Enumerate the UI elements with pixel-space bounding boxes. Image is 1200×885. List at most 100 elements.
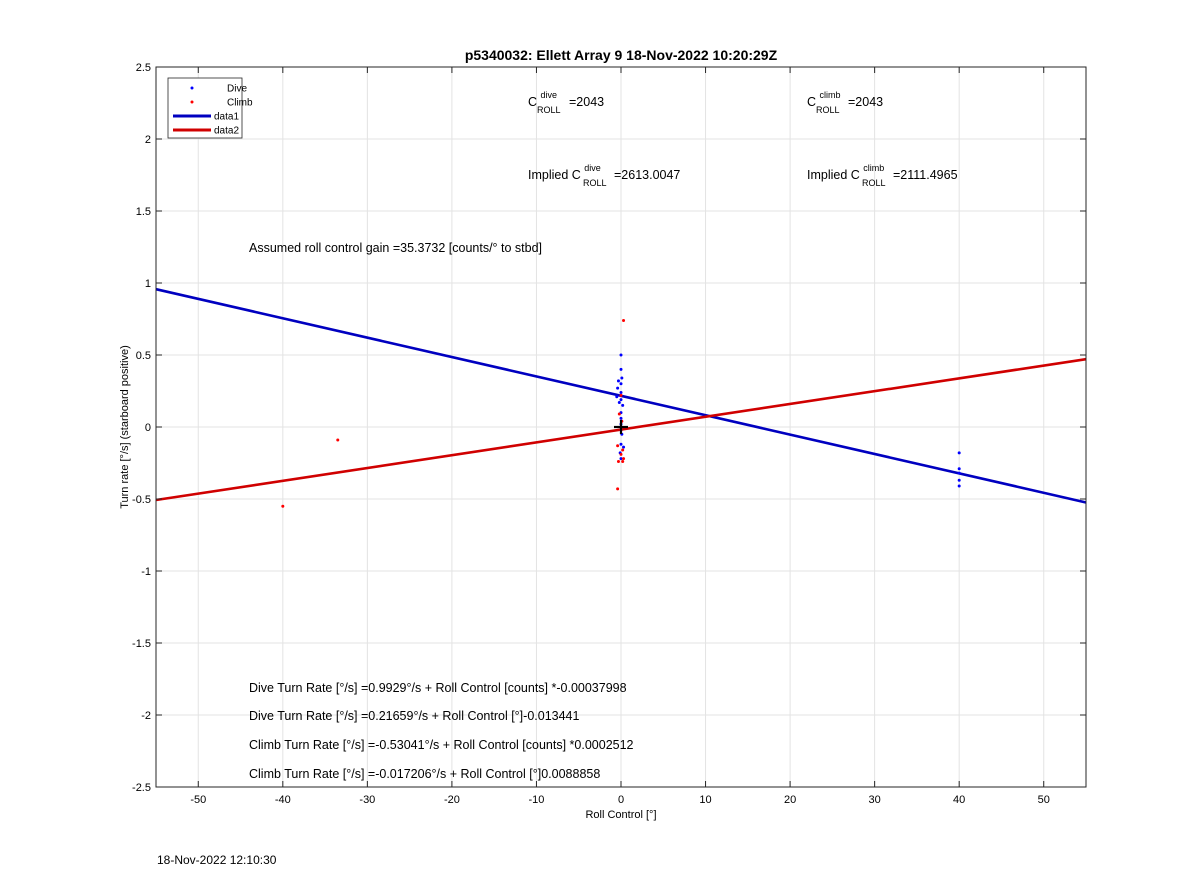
y-tick-label: -2 bbox=[141, 710, 151, 722]
x-tick-label: 30 bbox=[869, 794, 881, 806]
dive-point bbox=[621, 403, 625, 407]
dive-point bbox=[619, 416, 623, 420]
implied-prefix: Implied bbox=[807, 168, 851, 182]
dive-point bbox=[619, 457, 623, 461]
origin-plus-marker bbox=[614, 420, 628, 434]
svg-text:C climb ROLL: C climb ROLL =2043 bbox=[807, 87, 883, 116]
sup-dive: dive bbox=[584, 163, 601, 173]
x-tick-label: -20 bbox=[444, 794, 460, 806]
sub-roll: ROLL bbox=[816, 105, 840, 115]
legend-box bbox=[167, 77, 243, 139]
gain-annotation: Assumed roll control gain =35.3732 [coun… bbox=[249, 241, 542, 255]
c-letter: C bbox=[851, 168, 860, 182]
c-dive-value: =2043 bbox=[569, 95, 604, 109]
implied-dive-annotation: Implied C dive ROLL =2613.0047 bbox=[528, 160, 680, 189]
legend-marker-dive bbox=[190, 86, 194, 90]
svg-text:Implied C climb: Implied C climb ROLL =2111.4965 bbox=[807, 160, 958, 189]
equation-climb-degrees: Climb Turn Rate [°/s] =-0.017206°/s + Ro… bbox=[249, 767, 600, 781]
c-letter: C bbox=[807, 95, 816, 109]
dive-point bbox=[957, 467, 961, 471]
dive-point bbox=[619, 442, 623, 446]
dive-point bbox=[619, 382, 623, 386]
dive-point bbox=[957, 451, 961, 455]
svg-text:Implied C dive: Implied C dive ROLL =2613.0047 bbox=[528, 160, 680, 189]
climb-point bbox=[616, 460, 620, 464]
dive-point bbox=[622, 445, 626, 449]
dive-point bbox=[619, 353, 623, 357]
dive-point bbox=[957, 478, 961, 482]
svg-text:C dive ROLL: C dive ROLL =2043 bbox=[528, 87, 604, 116]
climb-point bbox=[281, 504, 285, 508]
climb-point bbox=[622, 318, 626, 322]
climb-point bbox=[621, 448, 625, 452]
climb-point bbox=[622, 457, 626, 461]
dive-point bbox=[957, 484, 961, 488]
y-tick-label: 0.5 bbox=[136, 350, 151, 362]
x-tick-label: -40 bbox=[275, 794, 291, 806]
dive-point bbox=[616, 379, 620, 383]
equation-climb-counts: Climb Turn Rate [°/s] =-0.53041°/s + Rol… bbox=[249, 738, 634, 752]
x-tick-label: -10 bbox=[529, 794, 545, 806]
implied-prefix: Implied bbox=[528, 168, 572, 182]
y-tick-label: 1 bbox=[145, 278, 151, 290]
y-tick-label: -1 bbox=[141, 566, 151, 578]
legend-label: data2 bbox=[214, 126, 239, 137]
c-roll-dive-annotation: C dive ROLL =2043 bbox=[528, 87, 604, 116]
legend-label: Dive bbox=[227, 84, 247, 95]
dive-point bbox=[619, 398, 623, 402]
dive-point bbox=[619, 390, 623, 394]
x-tick-label: 0 bbox=[618, 794, 624, 806]
y-tick-label: -2.5 bbox=[132, 782, 151, 794]
implied-climb-annotation: Implied C climb ROLL =2111.4965 bbox=[807, 160, 958, 189]
y-tick-label: 1.5 bbox=[136, 206, 151, 218]
implied-dive-value: =2613.0047 bbox=[614, 168, 680, 182]
x-tick-label: -30 bbox=[359, 794, 375, 806]
y-tick-label: -1.5 bbox=[132, 638, 151, 650]
x-tick-label: 20 bbox=[784, 794, 796, 806]
legend-label: data1 bbox=[214, 112, 239, 123]
chart-title: p5340032: Ellett Array 9 18-Nov-2022 10:… bbox=[465, 47, 778, 63]
sub-roll: ROLL bbox=[862, 178, 886, 188]
climb-point bbox=[621, 460, 625, 464]
footer-timestamp: 18-Nov-2022 12:10:30 bbox=[157, 853, 277, 867]
climb-point bbox=[619, 452, 623, 456]
y-tick-label: 2 bbox=[145, 134, 151, 146]
climb-point bbox=[336, 438, 340, 442]
dive-point bbox=[620, 376, 624, 380]
climb-point bbox=[619, 393, 623, 397]
sup-climb: climb bbox=[820, 90, 841, 100]
legend-label: Climb bbox=[227, 98, 253, 109]
equation-dive-degrees: Dive Turn Rate [°/s] =0.21659°/s + Roll … bbox=[249, 709, 579, 723]
implied-climb-value: =2111.4965 bbox=[893, 168, 958, 182]
sub-roll: ROLL bbox=[583, 178, 607, 188]
dive-point bbox=[615, 395, 619, 399]
dive-point bbox=[617, 401, 621, 405]
legend-marker-climb bbox=[190, 100, 194, 104]
c-letter: C bbox=[572, 168, 581, 182]
y-tick-label: -0.5 bbox=[132, 494, 151, 506]
ticks: -50 -40 -30 -20 -10 0 10 20 30 40 50 2.5 2 1.5 1 0.5 0 -0… bbox=[132, 62, 1086, 806]
climb-point bbox=[616, 444, 620, 448]
dive-point bbox=[957, 471, 961, 475]
x-axis-label: Roll Control [°] bbox=[585, 809, 656, 821]
sup-dive: dive bbox=[541, 90, 558, 100]
climb-point bbox=[616, 487, 620, 491]
x-tick-label: 10 bbox=[699, 794, 711, 806]
x-tick-label: 50 bbox=[1038, 794, 1050, 806]
sup-climb: climb bbox=[863, 163, 884, 173]
x-tick-label: -50 bbox=[190, 794, 206, 806]
series-layer bbox=[155, 287, 1087, 508]
y-tick-label: 0 bbox=[145, 422, 151, 434]
y-axis-label: Turn rate [°/s] (starboard positive) bbox=[119, 345, 131, 509]
dive-point bbox=[616, 386, 620, 390]
equation-dive-counts: Dive Turn Rate [°/s] =0.9929°/s + Roll C… bbox=[249, 681, 627, 695]
dive-point bbox=[619, 367, 623, 371]
sub-roll: ROLL bbox=[537, 105, 561, 115]
climb-point bbox=[617, 412, 621, 416]
c-roll-climb-annotation: C climb ROLL =2043 bbox=[807, 87, 883, 116]
c-letter: C bbox=[528, 95, 537, 109]
y-tick-label: 2.5 bbox=[136, 62, 151, 74]
c-climb-value: =2043 bbox=[848, 95, 883, 109]
x-tick-label: 40 bbox=[953, 794, 965, 806]
